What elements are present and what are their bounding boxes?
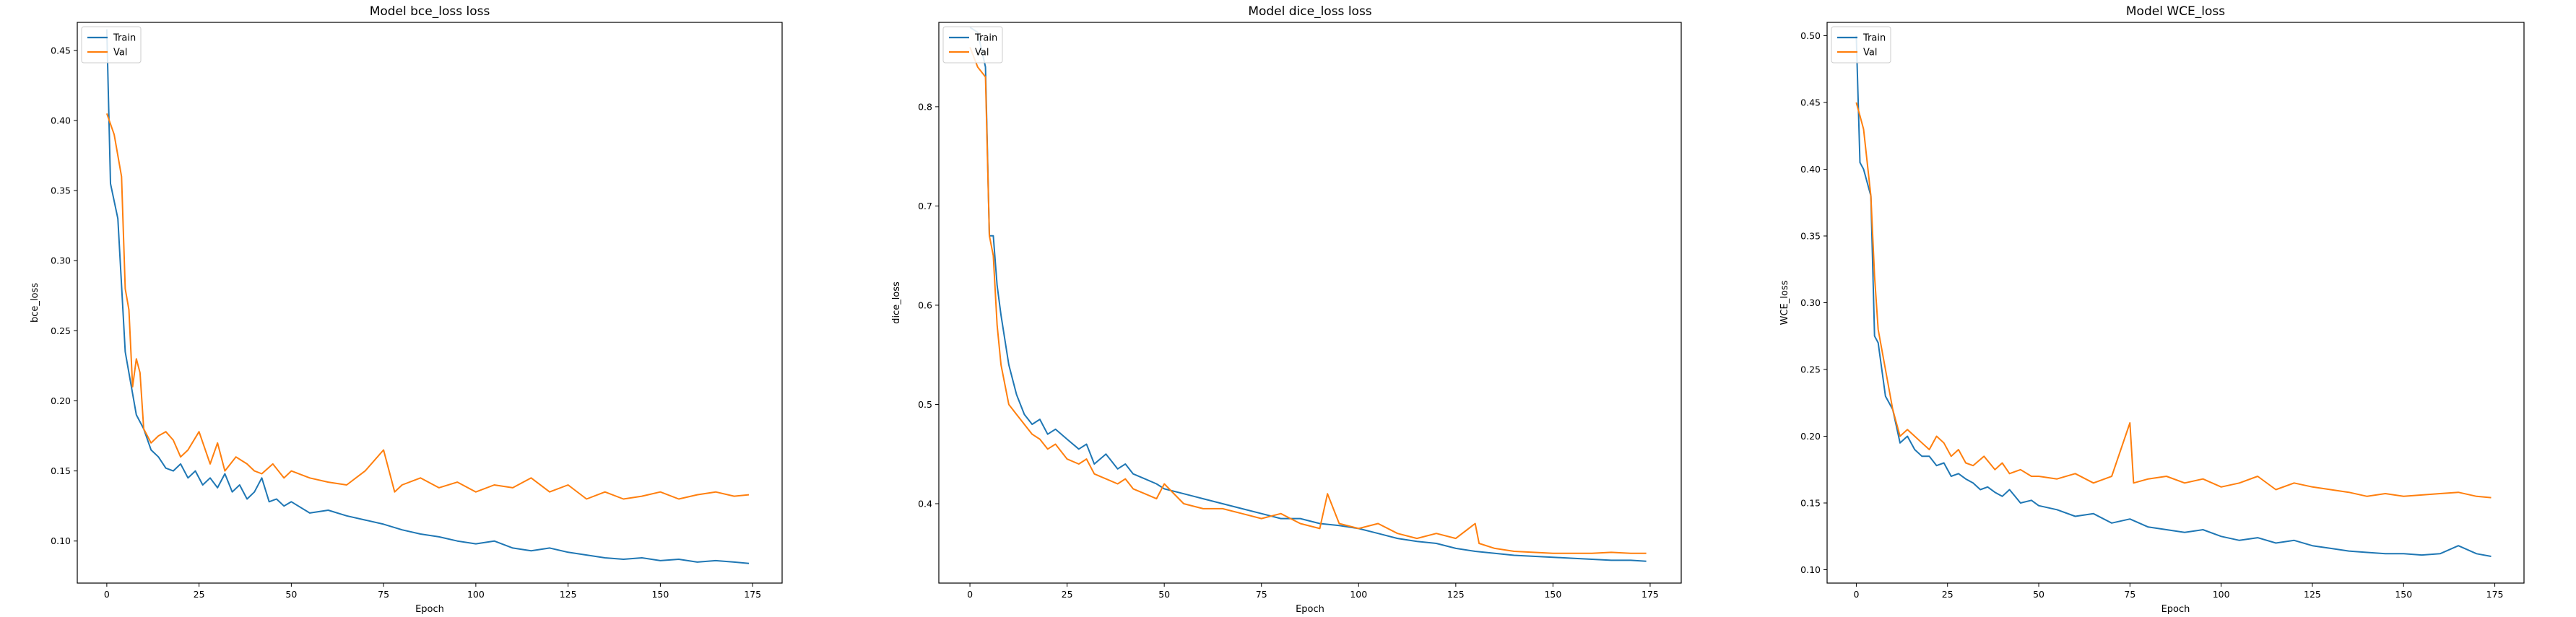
x-tick-label: 0: [1853, 589, 1859, 600]
x-tick-label: 125: [1447, 589, 1465, 600]
x-tick-label: 100: [2213, 589, 2230, 600]
x-tick-label: 50: [1158, 589, 1170, 600]
legend-label-val: Val: [975, 48, 989, 58]
x-tick-label: 0: [967, 589, 973, 600]
legend-label-train: Train: [974, 33, 997, 44]
chart-title: Model dice_loss loss: [1248, 4, 1371, 19]
y-tick-label: 0.15: [1800, 498, 1821, 509]
x-tick-label: 25: [1942, 589, 1953, 600]
y-axis-label: bce_loss: [30, 283, 40, 323]
x-axis-label: Epoch: [415, 604, 444, 615]
y-tick-label: 0.20: [1800, 431, 1821, 442]
y-tick-label: 0.10: [1800, 564, 1821, 575]
x-tick-label: 100: [467, 589, 485, 600]
x-tick-label: 25: [194, 589, 205, 600]
y-tick-label: 0.40: [51, 115, 71, 126]
y-tick-label: 0.4: [918, 498, 932, 509]
series-line-train: [969, 27, 1647, 562]
x-tick-label: 175: [744, 589, 761, 600]
x-tick-label: 150: [1544, 589, 1561, 600]
y-tick-label: 0.6: [918, 299, 932, 310]
legend-label-train: Train: [1862, 33, 1886, 44]
legend-box: [942, 26, 1003, 64]
axes-frame: [938, 22, 1682, 584]
y-tick-label: 0.10: [51, 535, 71, 546]
y-tick-label: 0.35: [1800, 231, 1821, 242]
chart-panel-1: Model bce_loss loss 0 25 50 75 100 125 150 175 0.…: [30, 4, 783, 615]
y-tick-label: 0.35: [51, 185, 71, 196]
y-tick-label: 0.5: [918, 399, 932, 410]
legend: Train Val: [1831, 26, 1891, 64]
y-tick-label: 0.20: [51, 395, 71, 406]
x-axis-label: Epoch: [1296, 604, 1324, 615]
y-tick-label: 0.30: [51, 255, 71, 266]
y-tick-label: 0.30: [1800, 297, 1821, 308]
y-tick-label: 0.25: [1800, 364, 1821, 375]
chart-title: Model bce_loss loss: [370, 4, 490, 19]
x-tick-label: 125: [2304, 589, 2321, 600]
y-tick-label: 0.50: [1800, 30, 1821, 41]
series-line-val: [105, 113, 750, 500]
series-line-train: [1855, 35, 2492, 557]
legend-label-val: Val: [1863, 48, 1877, 58]
chart-panel-2: Model dice_loss loss 0 25 50 75 100 125 150 175 0…: [891, 4, 1682, 615]
x-axis-label: Epoch: [2161, 604, 2190, 615]
legend: Train Val: [942, 26, 1003, 64]
x-tick-label: 100: [1350, 589, 1367, 600]
axes-frame: [77, 22, 783, 584]
legend-box: [81, 26, 142, 64]
chart-panel-3: Model WCE_loss 0 25 50 75 100 125 150 175 0.10 0.1…: [1779, 4, 2525, 615]
x-tick-label: 125: [560, 589, 577, 600]
x-tick-label: 150: [2395, 589, 2412, 600]
x-tick-label: 175: [2486, 589, 2504, 600]
series-line-train: [105, 29, 750, 564]
axes-frame: [1826, 22, 2525, 584]
legend-label-val: Val: [113, 48, 127, 58]
y-tick-label: 0.40: [1800, 164, 1821, 175]
y-tick-label: 0.45: [1800, 97, 1821, 108]
x-tick-label: 75: [2124, 589, 2135, 600]
series-line-val: [1855, 102, 2492, 499]
y-tick-label: 0.15: [51, 465, 71, 476]
legend-box: [1831, 26, 1891, 64]
y-axis-label: dice_loss: [891, 281, 902, 324]
x-tick-label: 150: [651, 589, 669, 600]
legend: Train Val: [81, 26, 142, 64]
x-tick-label: 175: [1642, 589, 1659, 600]
series-line-val: [969, 47, 1647, 554]
x-tick-label: 50: [285, 589, 297, 600]
x-tick-label: 0: [104, 589, 110, 600]
legend-label-train: Train: [113, 33, 136, 44]
y-tick-label: 0.25: [51, 325, 71, 336]
x-tick-label: 50: [2033, 589, 2044, 600]
x-tick-label: 25: [1062, 589, 1073, 600]
y-tick-label: 0.45: [51, 45, 71, 56]
chart-title: Model WCE_loss: [2126, 4, 2225, 19]
x-tick-label: 75: [1256, 589, 1267, 600]
y-tick-label: 0.7: [918, 201, 932, 211]
x-tick-label: 75: [378, 589, 389, 600]
y-tick-label: 0.8: [918, 101, 932, 112]
y-axis-label: WCE_loss: [1779, 280, 1790, 325]
